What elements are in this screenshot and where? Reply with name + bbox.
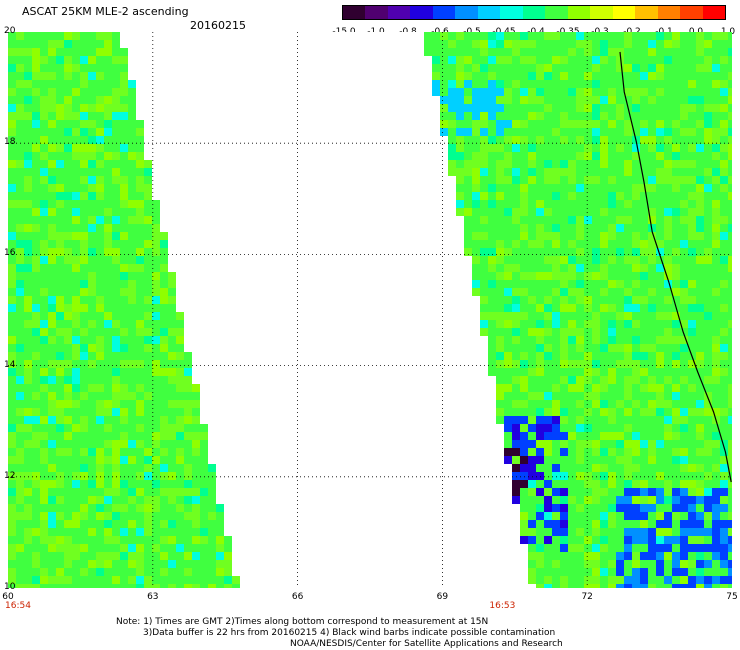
colorbar-swatch (522, 6, 546, 19)
colorbar-swatch (567, 6, 591, 19)
colorbar-swatch (635, 6, 658, 19)
colorbar-swatch (680, 6, 703, 19)
colorbar-swatch (432, 6, 456, 19)
longitude-label: 66 (291, 592, 304, 602)
map-plot (8, 32, 732, 588)
colorbar-swatch (612, 6, 636, 19)
note-line-1: Note: 1) Times are GMT 2)Times along bot… (116, 617, 489, 627)
colorbar-swatch (455, 6, 478, 19)
product-date: 20160215 (190, 19, 246, 32)
colorbar-swatch (343, 6, 366, 19)
latitude-label: 20 (4, 26, 16, 36)
product-title: ASCAT 25KM MLE-2 ascending (22, 5, 189, 18)
colorbar (342, 5, 726, 20)
colorbar-swatch (545, 6, 568, 19)
colorbar-swatch (500, 6, 523, 19)
latitude-label: 14 (4, 359, 16, 370)
note-line-2: 3)Data buffer is 22 hrs from 20160215 4)… (143, 628, 556, 638)
pass-time-label: 16:54 (5, 601, 31, 611)
colorbar-swatch (410, 6, 433, 19)
latitude-label: 10 (4, 582, 16, 592)
latitude-label: 18 (4, 137, 16, 148)
latitude-label: 12 (4, 470, 16, 481)
colorbar-swatch (657, 6, 681, 19)
colorbar-swatch (477, 6, 501, 19)
longitude-label: 69 (436, 592, 449, 602)
colorbar-swatch (387, 6, 411, 19)
colorbar-swatch (702, 6, 725, 19)
latitude-label: 16 (4, 248, 16, 259)
pass-time-label: 16:53 (489, 601, 516, 611)
longitude-label: 75 (726, 592, 738, 602)
note-line-3: NOAA/NESDIS/Center for Satellite Applica… (290, 639, 563, 649)
longitude-label: 63 (147, 592, 159, 602)
colorbar-swatch (365, 6, 388, 19)
longitude-label: 60 (2, 592, 14, 602)
longitude-label: 72 (581, 592, 593, 602)
colorbar-swatch (590, 6, 613, 19)
